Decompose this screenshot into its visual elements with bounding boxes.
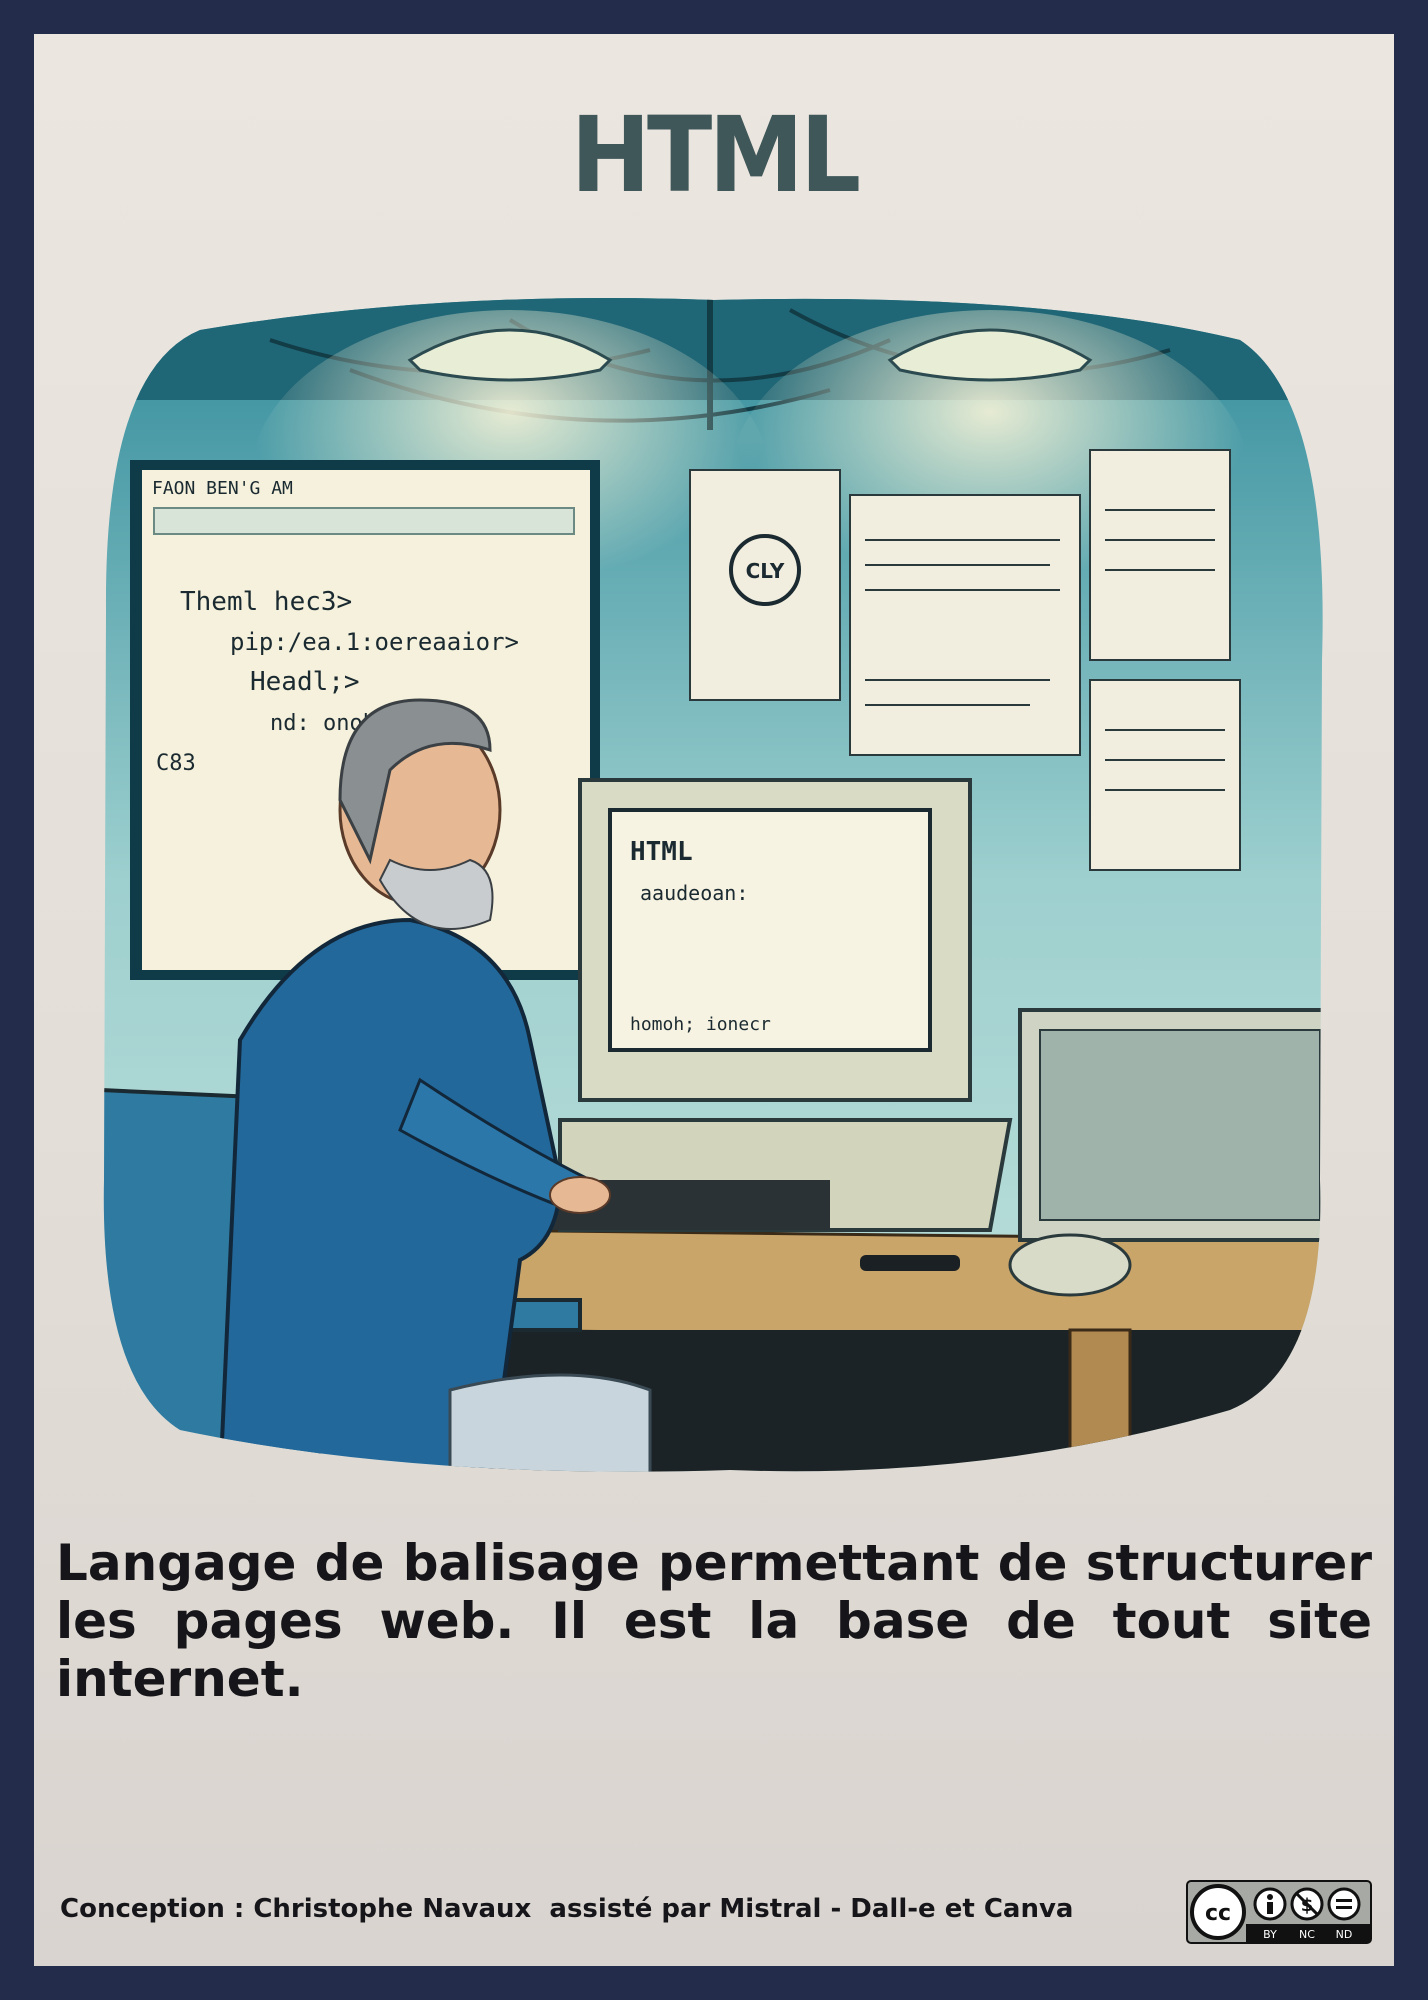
man-beard [378, 858, 494, 930]
illustration: FAON BEN'G AM Theml hec3> pip:/ea.1:oere… [103, 298, 1323, 1472]
man-legs [448, 1373, 652, 1472]
nd-label: ND [1336, 1928, 1353, 1941]
monitor-line-1: HTML [630, 837, 693, 867]
crt-screen [608, 808, 932, 1052]
man-hand [549, 1176, 611, 1214]
screen-line-3: pip:/ea.1:oereaaior> [230, 628, 519, 656]
description-text: Langage de balisage permettant de struct… [56, 1534, 1372, 1708]
screen-line-1: FAON BEN'G AM [152, 478, 293, 499]
seal-text: CLY [746, 559, 785, 583]
screen-line-4: Headl;> [250, 667, 360, 697]
desk-leg [1068, 1328, 1132, 1472]
screen-line-2: Theml hec3> [180, 587, 352, 617]
mouse [1008, 1233, 1132, 1297]
screen-line-6: C83 [156, 751, 196, 776]
poster-1 [689, 469, 841, 701]
poster-2 [849, 494, 1081, 756]
page-title: HTML [570, 94, 861, 216]
man-jacket [217, 917, 563, 1472]
seal-icon [729, 534, 801, 606]
man-hair [338, 698, 492, 865]
nc-label: NC [1299, 1928, 1315, 1941]
cc-icon [1190, 1884, 1246, 1940]
monitor-line-2: aaudeoan: [640, 881, 748, 905]
pen [860, 1255, 960, 1271]
monitor-line-3: homoh; ionecr [630, 1014, 771, 1035]
browser-address-bar [153, 507, 575, 535]
poster-3 [1089, 449, 1231, 661]
credit-text: Conception : Christophe Navaux assisté p… [60, 1894, 1074, 1924]
lamp-right [887, 328, 1093, 382]
poster-card: HTML [34, 34, 1394, 1966]
cc-label: cc [1205, 1901, 1231, 1926]
by-label: BY [1263, 1928, 1277, 1941]
nd-icon [1327, 1887, 1361, 1921]
poster-4 [1089, 679, 1241, 871]
lamp-left [407, 328, 613, 382]
cc-license-badge: cc $ BY NC ND [1186, 1880, 1372, 1944]
desk-top [468, 1228, 1323, 1342]
